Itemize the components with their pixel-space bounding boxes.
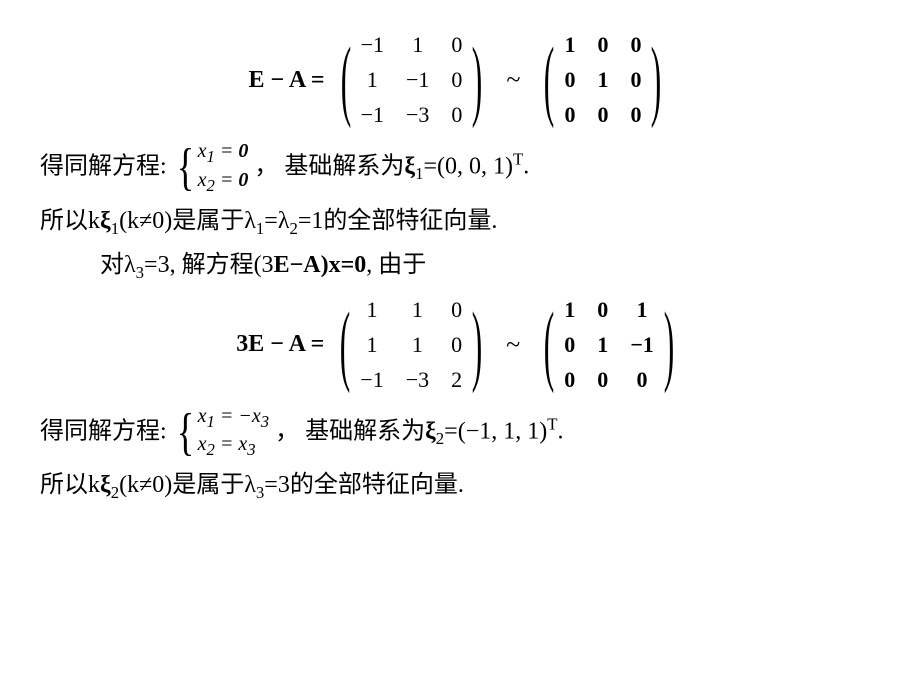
matrix-cell: 0 <box>597 98 608 131</box>
text: 得同解方程: <box>40 418 167 444</box>
text: =3的全部特征向量. <box>264 472 464 498</box>
matrix-cell: −3 <box>406 363 429 396</box>
text: =1的全部特征向量. <box>298 208 498 234</box>
text: ， 基础解系为 <box>254 153 404 179</box>
right-paren: ) <box>651 39 661 120</box>
xi: ξ <box>425 418 436 444</box>
matrix-cell: 1 <box>630 293 654 326</box>
matrix-cell: 1 <box>406 328 429 361</box>
text: (k≠0)是属于λ <box>119 472 256 498</box>
matrix-cell: 1 <box>597 63 608 96</box>
text: ， 基础解系为 <box>275 418 425 444</box>
vector: =(0, 0, 1) <box>423 153 513 179</box>
line-2: 所以kξ1(k≠0)是属于λ1=λ2=1的全部特征向量. <box>40 203 880 241</box>
matrix-cell: 1 <box>361 63 384 96</box>
transpose: T <box>513 149 523 168</box>
matrix-cell: −1 <box>406 63 429 96</box>
matrix-cell: −1 <box>361 98 384 131</box>
right-paren: ) <box>472 39 482 120</box>
left-paren: ( <box>544 304 554 385</box>
left-paren: ( <box>544 39 554 120</box>
text: 对λ <box>100 252 136 278</box>
eq2-matrix2: ( 10101−1000 ) <box>534 293 684 396</box>
sub: 2 <box>436 429 444 448</box>
matrix-cell: −3 <box>406 98 429 131</box>
matrix-cell: 0 <box>630 98 641 131</box>
sub: 2 <box>289 218 297 237</box>
matrix-cell: 1 <box>564 293 575 326</box>
equation-system-2: { x1 = −x3 x2 = x3 <box>173 404 269 462</box>
sys-row: x1 = 0 <box>198 139 249 168</box>
matrix-cell: 2 <box>451 363 462 396</box>
sub: 1 <box>111 218 119 237</box>
sys-row: x2 = 0 <box>198 168 249 197</box>
matrix-cell: 0 <box>564 63 575 96</box>
text: =3, 解方程(3 <box>144 252 274 278</box>
text: 所以k <box>40 472 100 498</box>
eq2-lhs: 3E − A = <box>236 326 324 362</box>
sys-row: x1 = −x3 <box>198 404 269 433</box>
matrix-cell: 1 <box>360 293 383 326</box>
line-5: 所以kξ2(k≠0)是属于λ3=3的全部特征向量. <box>40 467 880 505</box>
left-brace: { <box>176 147 193 189</box>
sys-row: x2 = x3 <box>198 432 269 461</box>
matrix-cell: 0 <box>630 363 654 396</box>
matrix-cell: 0 <box>451 293 462 326</box>
matrix-cell: −1 <box>360 363 383 396</box>
matrix-cell: 1 <box>597 328 608 361</box>
right-paren: ) <box>663 304 673 385</box>
line-4: 得同解方程: { x1 = −x3 x2 = x3 ， 基础解系为ξ2=(−1,… <box>40 404 880 462</box>
matrix-cell: 0 <box>597 28 608 61</box>
matrix-cell: 0 <box>597 363 608 396</box>
right-paren: ) <box>472 304 482 385</box>
matrix-cell: −1 <box>630 328 654 361</box>
period: . <box>558 418 564 444</box>
bold-math: E−A)x=0 <box>274 252 367 278</box>
left-brace: { <box>176 412 193 454</box>
left-paren: ( <box>340 304 350 385</box>
eq1-matrix1: ( −1101−10−1−30 ) <box>331 28 493 131</box>
matrix-cell: 1 <box>360 328 383 361</box>
matrix-cell: −1 <box>361 28 384 61</box>
matrix-cell: 0 <box>564 363 575 396</box>
xi: ξ <box>404 153 415 179</box>
vector: =(−1, 1, 1) <box>444 418 547 444</box>
period: . <box>523 153 529 179</box>
text: (k≠0)是属于λ <box>119 208 256 234</box>
xi: ξ <box>100 208 111 234</box>
matrix-cell: 0 <box>597 293 608 326</box>
matrix-cell: 1 <box>406 28 429 61</box>
tilde-2: ~ <box>498 325 528 364</box>
matrix-cell: 0 <box>564 328 575 361</box>
matrix-cell: 0 <box>451 328 462 361</box>
matrix-cell: 0 <box>564 98 575 131</box>
equation-system-1: { x1 = 0 x2 = 0 <box>173 139 249 197</box>
matrix-cell: 1 <box>564 28 575 61</box>
text: 所以k <box>40 208 100 234</box>
tilde-1: ~ <box>498 60 528 99</box>
eq1-matrix2: ( 100010000 ) <box>534 28 671 131</box>
matrix-cell: 0 <box>451 28 462 61</box>
text: 得同解方程: <box>40 153 167 179</box>
eq1-lhs: E − A = <box>249 62 325 98</box>
left-paren: ( <box>340 39 350 120</box>
equation-1: E − A = ( −1101−10−1−30 ) ~ ( 100010000 … <box>40 28 880 131</box>
sub: 2 <box>111 483 119 502</box>
eq2-matrix1: ( 110110−1−32 ) <box>330 293 492 396</box>
matrix-cell: 1 <box>406 293 429 326</box>
matrix-cell: 0 <box>451 98 462 131</box>
transpose: T <box>547 414 557 433</box>
matrix-cell: 0 <box>630 63 641 96</box>
equation-2: 3E − A = ( 110110−1−32 ) ~ ( 10101−1000 … <box>40 293 880 396</box>
matrix-cell: 0 <box>451 63 462 96</box>
xi: ξ <box>100 472 111 498</box>
line-1: 得同解方程: { x1 = 0 x2 = 0 ， 基础解系为ξ1=(0, 0, … <box>40 139 880 197</box>
matrix-cell: 0 <box>630 28 641 61</box>
text: , 由于 <box>366 252 426 278</box>
line-3: 对λ3=3, 解方程(3E−A)x=0, 由于 <box>40 247 880 285</box>
text: =λ <box>264 208 289 234</box>
sub: 3 <box>136 262 144 281</box>
